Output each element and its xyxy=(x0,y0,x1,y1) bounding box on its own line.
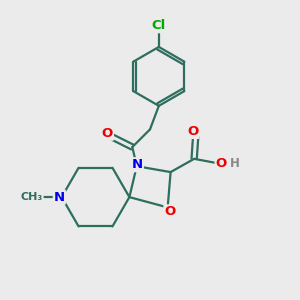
Text: H: H xyxy=(230,157,240,170)
Text: N: N xyxy=(54,190,65,204)
Text: O: O xyxy=(102,127,113,140)
Text: CH₃: CH₃ xyxy=(20,192,43,202)
Text: O: O xyxy=(164,205,175,218)
Text: N: N xyxy=(132,158,143,171)
Text: O: O xyxy=(216,157,227,170)
Text: O: O xyxy=(187,125,198,138)
Text: Cl: Cl xyxy=(152,19,166,32)
